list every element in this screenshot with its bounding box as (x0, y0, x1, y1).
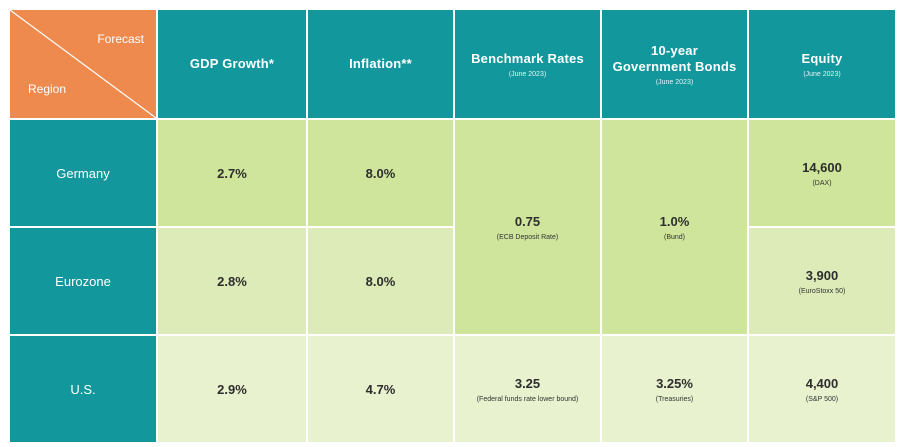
value: 8.0% (365, 165, 396, 181)
value: 4.7% (365, 381, 396, 397)
header-equity: Equity (June 2023) (749, 10, 895, 118)
header-bonds-sub: (June 2023) (655, 78, 694, 86)
region-name: U.S. (70, 381, 96, 397)
value-note: (DAX) (812, 179, 832, 187)
cell-euro-benchmark-rates: 0.75 (ECB Deposit Rate) (455, 120, 600, 334)
row-region-germany: Germany (10, 120, 156, 226)
cell-eurozone-equity: 3,900 (EuroStoxx 50) (749, 228, 895, 334)
header-gdp-title: GDP Growth* (189, 56, 275, 71)
row-region-eurozone: Eurozone (10, 228, 156, 334)
cell-euro-government-bonds: 1.0% (Bund) (602, 120, 747, 334)
cell-germany-gdp: 2.7% (158, 120, 306, 226)
header-benchmark-rates: Benchmark Rates (June 2023) (455, 10, 600, 118)
header-equity-sub: (June 2023) (803, 70, 841, 78)
value: 3,900 (805, 267, 839, 283)
header-benchmark-sub: (June 2023) (508, 70, 547, 78)
forecast-table: Forecast Region GDP Growth* Inflation** … (10, 10, 895, 442)
value-note: (EuroStoxx 50) (798, 287, 846, 295)
value: 2.7% (217, 165, 247, 181)
value: 14,600 (802, 159, 842, 175)
header-inflation: Inflation** (308, 10, 453, 118)
cell-eurozone-inflation: 8.0% (308, 228, 453, 334)
region-label: Region (28, 82, 67, 96)
cell-us-inflation: 4.7% (308, 336, 453, 442)
value: 8.0% (365, 273, 396, 289)
header-inflation-title: Inflation** (349, 56, 412, 71)
value-note: (S&P 500) (805, 395, 839, 403)
cell-germany-inflation: 8.0% (308, 120, 453, 226)
cell-eurozone-gdp: 2.8% (158, 228, 306, 334)
header-benchmark-title: Benchmark Rates (471, 50, 584, 66)
row-region-us: U.S. (10, 336, 156, 442)
value-note: (Federal funds rate lower bound) (476, 395, 579, 403)
cell-us-equity: 4,400 (S&P 500) (749, 336, 895, 442)
cell-us-government-bonds: 3.25% (Treasuries) (602, 336, 747, 442)
cell-us-benchmark-rates: 3.25 (Federal funds rate lower bound) (455, 336, 600, 442)
header-bonds-title-line1: 10-year (651, 42, 698, 58)
value: 0.75 (514, 213, 541, 229)
value-note: (ECB Deposit Rate) (496, 233, 559, 241)
header-gdp: GDP Growth* (158, 10, 306, 118)
value: 3.25 (514, 375, 541, 391)
corner-header: Forecast Region (10, 10, 156, 118)
region-name: Germany (56, 165, 110, 181)
value-note: (Treasuries) (655, 395, 694, 403)
value-note: (Bund) (663, 233, 685, 241)
region-name: Eurozone (55, 273, 111, 289)
cell-germany-equity: 14,600 (DAX) (749, 120, 895, 226)
value: 3.25% (656, 375, 693, 391)
value: 4,400 (805, 375, 839, 391)
header-bonds-title-line2: Government Bonds (612, 58, 737, 74)
diagonal-divider (10, 10, 156, 118)
header-government-bonds: 10-year Government Bonds (June 2023) (602, 10, 747, 118)
header-equity-title: Equity (801, 50, 843, 66)
cell-us-gdp: 2.9% (158, 336, 306, 442)
forecast-label: Forecast (97, 32, 144, 46)
value: 1.0% (659, 213, 690, 229)
value: 2.8% (217, 273, 247, 289)
value: 2.9% (217, 381, 247, 397)
